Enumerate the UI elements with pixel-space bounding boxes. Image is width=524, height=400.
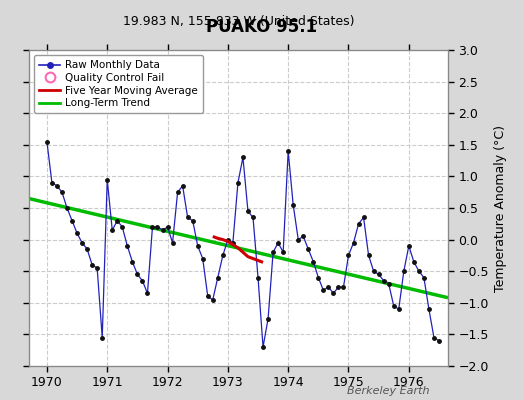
Y-axis label: Temperature Anomaly (°C): Temperature Anomaly (°C) (495, 124, 507, 292)
Legend: Raw Monthly Data, Quality Control Fail, Five Year Moving Average, Long-Term Tren: Raw Monthly Data, Quality Control Fail, … (34, 55, 203, 114)
Title: 19.983 N, 155.833 W (United States): 19.983 N, 155.833 W (United States) (123, 15, 354, 28)
Text: PUAKO 95.1: PUAKO 95.1 (206, 18, 318, 36)
Text: Berkeley Earth: Berkeley Earth (347, 386, 430, 396)
